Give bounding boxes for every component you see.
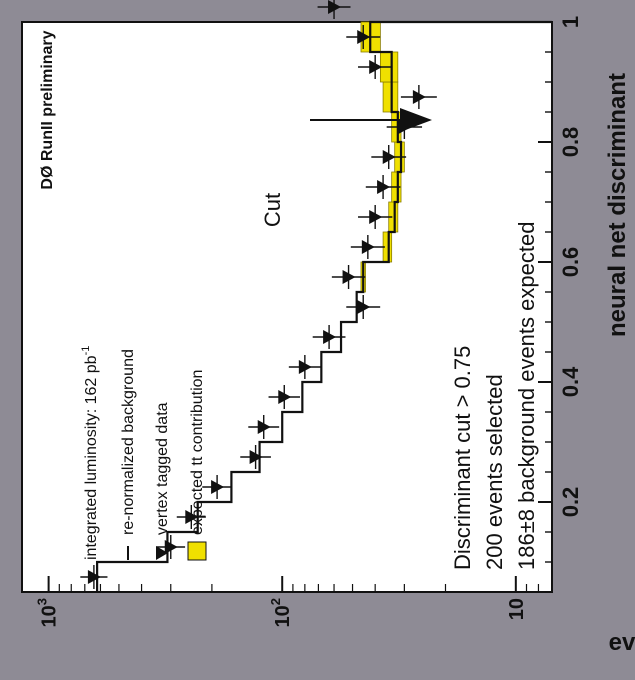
data-point bbox=[412, 90, 426, 104]
legend-tt-label: expected tt contribution bbox=[189, 370, 206, 535]
luminosity-label: integrated luminosity: 162 pb-1 bbox=[80, 346, 100, 560]
data-point bbox=[361, 240, 375, 254]
luminosity-superscript: -1 bbox=[80, 346, 92, 356]
legend-background-label: re-normalized background bbox=[120, 349, 137, 535]
info-line-3: 186±8 background events expected bbox=[514, 222, 539, 570]
x-axis-label: neural net discriminant bbox=[604, 73, 631, 337]
plot-area bbox=[21, 21, 553, 593]
cut-arrow-head bbox=[400, 108, 432, 132]
x-tick-label: 0.8 bbox=[558, 127, 583, 158]
chart-title: DØ RunII preliminary bbox=[39, 30, 56, 189]
data-point bbox=[257, 420, 271, 434]
data-point bbox=[377, 180, 391, 194]
y-axis: 103 102 10 bbox=[35, 576, 540, 627]
x-tick-label: 0.4 bbox=[558, 366, 583, 397]
y-tick-label: 103 bbox=[35, 598, 61, 627]
data-point bbox=[164, 540, 178, 554]
data-point bbox=[369, 60, 383, 74]
y-axis-label: events / 0.05 bbox=[609, 629, 635, 656]
x-tick-label: 1 bbox=[558, 16, 583, 28]
data-point bbox=[298, 360, 312, 374]
tt-band-bin bbox=[382, 81, 399, 113]
data-point bbox=[323, 330, 337, 344]
info-line-1: Discriminant cut > 0.75 bbox=[450, 346, 475, 570]
data-point bbox=[185, 510, 199, 524]
legend-data-label: vertex tagged data bbox=[154, 402, 171, 535]
y-tick-label: 102 bbox=[268, 598, 294, 627]
data-point bbox=[357, 30, 371, 44]
data-point bbox=[382, 150, 396, 164]
cut-label: Cut bbox=[260, 193, 285, 227]
x-tick-label: 0.2 bbox=[558, 487, 583, 518]
data-points-group bbox=[80, 0, 437, 589]
data-point bbox=[328, 0, 342, 14]
y-tick-label: 10 bbox=[506, 598, 528, 620]
data-point bbox=[211, 480, 225, 494]
data-point bbox=[357, 300, 371, 314]
data-point bbox=[369, 210, 383, 224]
x-axis: 0.2 0.4 0.6 0.8 1 bbox=[538, 16, 583, 593]
data-point bbox=[87, 570, 101, 584]
data-point bbox=[342, 270, 356, 284]
data-point bbox=[278, 390, 292, 404]
legend-triangle-icon bbox=[156, 546, 168, 560]
info-line-2: 200 events selected bbox=[482, 374, 507, 570]
legend-band-icon bbox=[187, 541, 207, 561]
data-point bbox=[249, 450, 263, 464]
x-tick-label: 0.6 bbox=[558, 247, 583, 278]
